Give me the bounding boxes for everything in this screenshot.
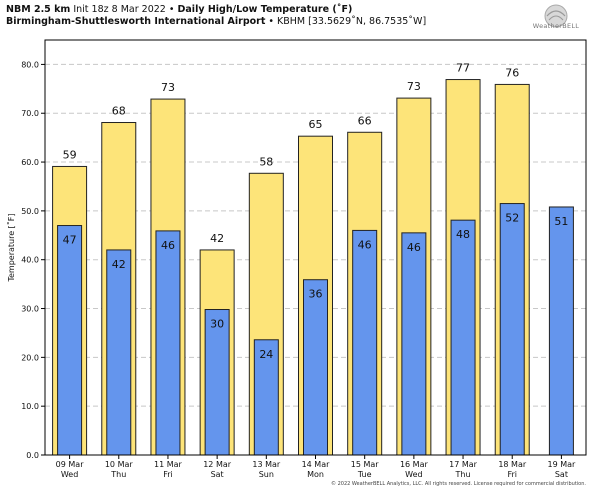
low-temp-bar [499, 203, 525, 456]
x-tick-weekday: Thu [110, 470, 126, 479]
low-temp-bar [253, 339, 279, 456]
logo-text: WeatherBELL [532, 22, 580, 30]
x-tick-date: 15 Mar [351, 460, 380, 469]
x-tick-weekday: Fri [163, 470, 173, 479]
x-tick-date: 14 Mar [302, 460, 331, 469]
high-temp-label: 59 [63, 148, 77, 161]
y-tick-label: 80.0 [21, 60, 39, 69]
chart-header-line-1: NBM 2.5 km Init 18z 8 Mar 2022 • Daily H… [6, 4, 352, 15]
y-tick-label: 70.0 [21, 109, 39, 118]
low-temp-bar [401, 232, 427, 456]
low-temp-bar [303, 279, 328, 456]
x-tick-weekday: Wed [405, 470, 422, 479]
model-name: NBM 2.5 km [6, 4, 71, 15]
x-tick-date: 16 Mar [400, 460, 429, 469]
high-temp-label: 58 [259, 155, 273, 168]
low-temp-bar [57, 225, 83, 456]
x-tick-date: 17 Mar [449, 460, 478, 469]
x-tick-date: 12 Mar [203, 460, 232, 469]
low-temp-label: 36 [309, 288, 323, 301]
x-tick-weekday: Sun [259, 470, 274, 479]
low-temp-label: 52 [505, 212, 519, 225]
x-tick-weekday: Sat [211, 470, 224, 479]
x-tick-date: 13 Mar [252, 460, 281, 469]
low-temp-label: 46 [407, 241, 421, 254]
y-tick-label: 20.0 [21, 353, 39, 362]
weatherbell-logo: WeatherBELL [520, 2, 592, 36]
x-tick-date: 09 Mar [56, 460, 85, 469]
high-temp-label: 73 [407, 80, 421, 93]
x-tick-weekday: Wed [61, 470, 78, 479]
low-temp-bar [352, 229, 378, 456]
high-temp-label: 42 [210, 232, 224, 245]
low-temp-bar [450, 219, 476, 456]
station-name: Birmingham-Shuttlesworth International A… [6, 16, 266, 27]
low-temp-bar [155, 230, 181, 456]
high-temp-label: 68 [112, 105, 126, 118]
y-tick-label: 0.0 [26, 451, 39, 460]
low-temp-label: 46 [161, 239, 175, 252]
plot-frame [44, 39, 587, 456]
low-temp-label: 51 [554, 215, 568, 228]
x-tick-weekday: Tue [357, 470, 372, 479]
y-tick-label: 50.0 [21, 207, 39, 216]
low-temp-bar [548, 206, 574, 456]
x-tick-weekday: Thu [455, 470, 471, 479]
low-temp-label: 30 [210, 318, 224, 331]
x-tick-date: 18 Mar [498, 460, 527, 469]
y-tick-label: 10.0 [21, 402, 39, 411]
high-temp-label: 76 [505, 66, 519, 79]
low-temp-bar [106, 249, 132, 456]
header-bullet: • [168, 4, 175, 15]
high-temp-label: 77 [456, 62, 470, 75]
x-tick-date: 10 Mar [105, 460, 134, 469]
low-temp-label: 46 [358, 238, 372, 251]
x-tick-date: 19 Mar [547, 460, 576, 469]
low-temp-label: 47 [63, 234, 77, 247]
product-title: Daily High/Low Temperature (˚F) [177, 4, 353, 15]
high-temp-label: 66 [358, 114, 372, 127]
copyright-notice: © 2022 WeatherBELL Analytics, LLC. All r… [331, 481, 586, 487]
low-temp-bar [204, 309, 230, 456]
y-tick-label: 60.0 [21, 158, 39, 167]
chart-header-line-2: Birmingham-Shuttlesworth International A… [6, 16, 426, 27]
x-tick-weekday: Fri [507, 470, 517, 479]
y-tick-label: 40.0 [21, 256, 39, 265]
x-tick-weekday: Mon [307, 470, 324, 479]
weatherbell-logo-icon [544, 4, 568, 28]
high-temp-label: 65 [309, 118, 323, 131]
station-info: • KBHM [33.5629˚N, 86.7535˚W] [268, 16, 427, 27]
x-tick-date: 11 Mar [154, 460, 183, 469]
y-tick-label: 30.0 [21, 305, 39, 314]
low-temp-label: 42 [112, 258, 126, 271]
y-axis-label: Temperature [˚F] [6, 213, 16, 282]
high-temp-label: 73 [161, 81, 175, 94]
low-temp-label: 48 [456, 228, 470, 241]
x-tick-weekday: Sat [555, 470, 568, 479]
low-temp-label: 24 [259, 348, 273, 361]
init-time: Init 18z 8 Mar 2022 [73, 4, 166, 15]
